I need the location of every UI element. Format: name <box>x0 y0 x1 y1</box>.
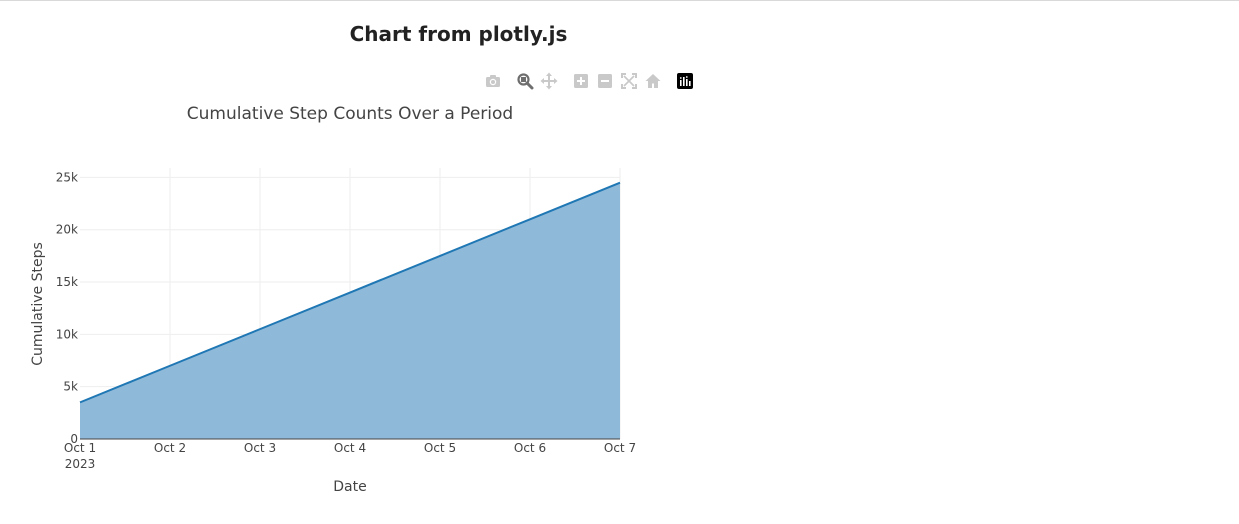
chart-title: Cumulative Step Counts Over a Period <box>187 104 513 124</box>
camera-icon <box>486 75 500 87</box>
y-tick-label: 20k <box>56 223 78 237</box>
page-top-border <box>0 0 1239 1</box>
x-tick-label: Oct 6 <box>514 441 546 455</box>
autoscale-button[interactable] <box>620 72 638 90</box>
area-fill <box>80 182 620 439</box>
x-axis-year-label: 2023 <box>65 457 96 471</box>
autoscale-icon <box>621 73 637 89</box>
area-line <box>79 181 621 404</box>
y-tick-label: 15k <box>56 275 78 289</box>
zoom-out-button[interactable] <box>596 72 614 90</box>
download-image-button[interactable] <box>484 72 502 90</box>
y-tick-label: 10k <box>56 327 78 341</box>
reset-axes-icon <box>645 74 661 88</box>
x-tick-label: Oct 7 <box>604 441 636 455</box>
x-tick-label: Oct 3 <box>244 441 276 455</box>
page-title: Chart from plotly.js <box>349 22 568 46</box>
pan-button[interactable] <box>540 72 558 90</box>
y-tick-label: 25k <box>56 170 78 184</box>
x-tick-label: Oct 2 <box>154 441 186 455</box>
zoom-out-icon <box>598 74 612 88</box>
x-tick-label: Oct 1 <box>64 441 96 455</box>
x-axis-title: Date <box>333 479 366 495</box>
axes: 0 5k 10k 15k 20k 25k Oct 1 Oct 2 Oct 3 Oct 4 Oct 5… <box>56 170 636 455</box>
zoom-in-icon <box>574 74 588 88</box>
y-tick-label: 0 <box>70 432 78 446</box>
zoom-icon <box>517 73 534 90</box>
reset-axes-button[interactable] <box>644 72 662 90</box>
y-axis-title: Cumulative Steps <box>30 242 46 366</box>
plotly-logo-link[interactable] <box>676 72 694 90</box>
zoom-button[interactable] <box>516 72 534 90</box>
plotly-logo-icon <box>677 73 693 89</box>
area-series <box>79 181 621 439</box>
zoom-in-button[interactable] <box>572 72 590 90</box>
y-tick-label: 5k <box>63 380 78 394</box>
x-tick-label: Oct 5 <box>424 441 456 455</box>
x-tick-label: Oct 4 <box>334 441 366 455</box>
pan-icon <box>540 72 558 90</box>
